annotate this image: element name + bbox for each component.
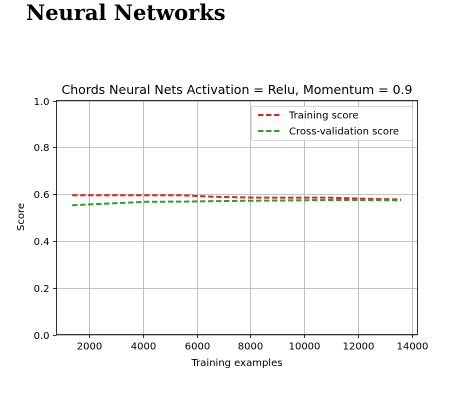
legend-box xyxy=(251,106,413,141)
x-tick-marks: 2000 4000 6000 8000 10000 12000 14000 xyxy=(77,334,429,353)
x-tick-label: 6000 xyxy=(185,342,210,353)
y-tick-marks: 0.0 0.2 0.4 0.6 0.8 1.0 xyxy=(34,97,57,342)
x-axis-label: Training examples xyxy=(191,358,283,369)
y-tick-label: 0.6 xyxy=(34,190,50,201)
plot-lines xyxy=(72,194,402,207)
page-heading: Neural Networks xyxy=(26,0,226,25)
x-tick-label: 2000 xyxy=(77,342,102,353)
x-tick-label: 10000 xyxy=(289,342,321,353)
grid-lines xyxy=(56,100,418,336)
legend-label: Cross-validation score xyxy=(289,127,399,138)
chart-title: Chords Neural Nets Activation = Relu, Mo… xyxy=(62,82,413,97)
y-axis-label: Score xyxy=(16,203,27,231)
y-tick-label: 0.2 xyxy=(34,284,50,295)
y-tick-label: 0.0 xyxy=(34,331,50,342)
y-tick-label: 1.0 xyxy=(34,97,50,108)
series-line-training xyxy=(72,194,402,201)
x-tick-label: 8000 xyxy=(238,342,263,353)
x-tick-label: 14000 xyxy=(397,342,429,353)
x-tick-label: 4000 xyxy=(131,342,156,353)
legend: Training score Cross-validation score xyxy=(251,106,413,141)
y-tick-label: 0.4 xyxy=(34,237,50,248)
x-tick-label: 12000 xyxy=(343,342,375,353)
plot-frame xyxy=(56,100,418,335)
y-tick-label: 0.8 xyxy=(34,143,50,154)
legend-label: Training score xyxy=(288,111,359,122)
series-line-cross-validation xyxy=(72,199,402,207)
